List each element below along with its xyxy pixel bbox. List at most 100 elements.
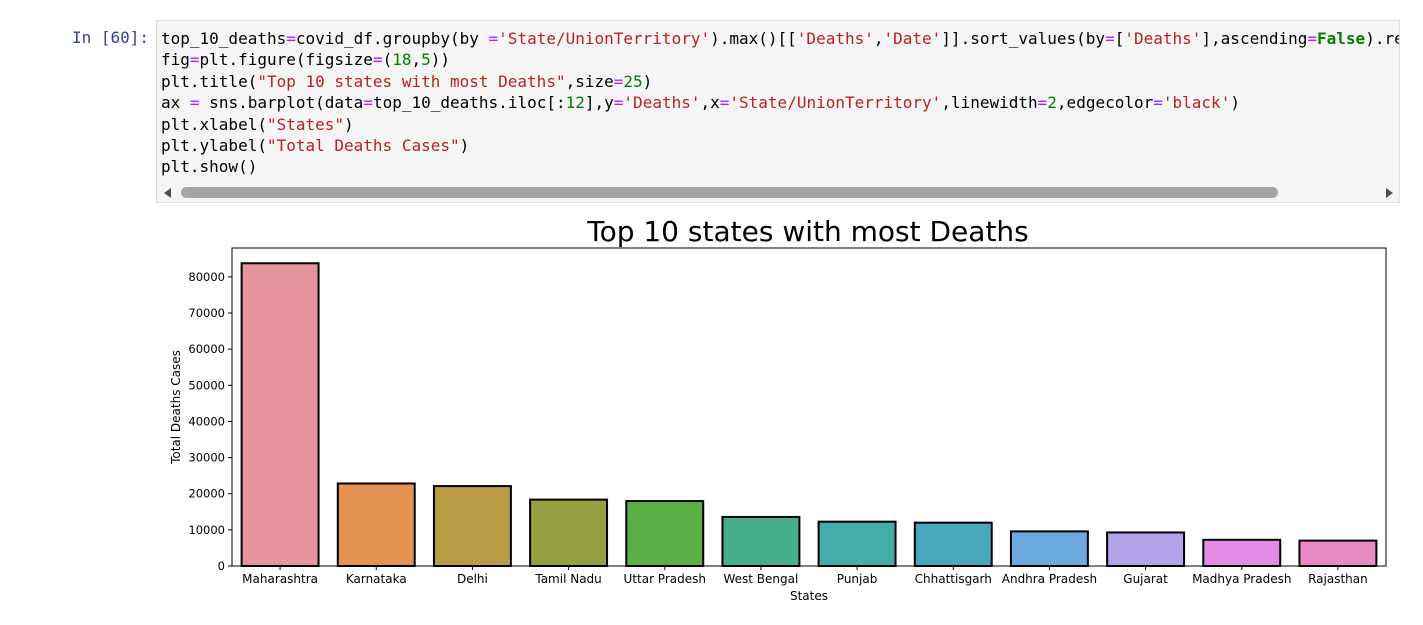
code-token: plt.show() [161,157,258,177]
code-token: = [189,93,200,113]
code-token: False [1317,29,1366,48]
code-token: fig [161,50,190,70]
scroll-left-icon[interactable] [164,188,171,198]
y-tick-label: 40000 [188,414,225,428]
code-token: plt.figure(figsize [199,50,373,70]
code-token: )) [430,50,451,70]
code-token: ],ascending [1201,29,1308,48]
x-tick-label: Gujarat [1123,572,1168,586]
code-token: top_10_deaths.iloc[: [372,93,566,113]
x-tick-label: Punjab [837,572,878,586]
x-tick-label: Maharashtra [242,572,318,586]
code-token: = [1037,93,1048,113]
code-token: "States" [266,114,345,134]
code-token: [ [1114,29,1125,48]
bar-chhattisgarh [913,521,993,568]
code-line: fig=plt.figure(figsize=(18,5)) [161,49,1399,70]
x-tick-label: Chhattisgarh [915,572,992,586]
code-token: 12 [565,93,585,113]
code-token: "Total Deaths Cases" [266,136,460,156]
code-token: 'black' [1162,93,1231,113]
code-token: = [1307,29,1318,48]
bar-delhi [432,485,512,567]
code-line: plt.ylabel("Total Deaths Cases") [161,135,1399,156]
code-token: plt.ylabel( [161,136,267,156]
code-token: = [719,93,730,113]
bar-chart: Top 10 states with most Deaths 0 10000 200… [169,215,1387,603]
code-token: = [613,93,624,113]
code-token: ) [459,136,470,156]
chart-title: Top 10 states with most Deaths [586,215,1029,248]
code-token: 'Deaths' [796,29,874,48]
code-token: plt.xlabel( [161,114,267,134]
code-token: "Top 10 states with most Deaths" [257,71,566,91]
code-line: plt.show() [161,156,1399,177]
code-token: 18 [392,50,412,70]
code-token: = [1105,29,1115,48]
code-token: top_10_deaths [161,29,287,48]
code-editor[interactable]: top_10_deaths=covid_df.groupby(by ='Stat… [161,28,1400,178]
code-token: 'State/UnionTerritory' [729,93,942,113]
code-token: ax [161,93,190,113]
x-tick-label: Andhra Pradesh [1002,572,1097,586]
code-token: = [613,71,624,91]
x-tick-label: Rajasthan [1308,572,1368,586]
code-token: covid_df.groupby(by [295,29,489,48]
bar-maharashtra [240,262,320,568]
code-token: = [1153,93,1163,113]
code-token: ) [1230,93,1240,113]
code-token: , [411,50,422,70]
code-line: top_10_deaths=covid_df.groupby(by ='Stat… [161,28,1400,49]
code-token: 'State/UnionTerritory' [498,29,711,48]
y-tick-label: 0 [218,559,225,573]
bar-punjab [817,520,897,568]
scrollbar-thumb[interactable] [181,187,1278,198]
bar-gujarat [1106,531,1186,568]
code-cell[interactable]: top_10_deaths=covid_df.groupby(by ='Stat… [156,20,1400,203]
bar-rajasthan [1298,539,1378,567]
code-token: 25 [623,71,643,91]
code-token: = [286,29,296,48]
y-tick-label: 70000 [188,306,225,320]
y-axis-label: Total Deaths Cases [169,350,183,465]
y-tick-label: 10000 [188,523,225,537]
x-tick-label: Delhi [457,572,488,586]
y-tick-label: 30000 [188,451,225,465]
code-line: plt.title("Top 10 states with most Death… [161,71,1399,92]
scroll-right-icon[interactable] [1386,188,1393,198]
bar-tamil-nadu [529,498,609,568]
code-line: ax = sns.barplot(data=top_10_deaths.iloc… [161,92,1399,113]
code-token: ) [642,71,653,91]
code-token: ,edgecolor [1056,93,1154,113]
code-token: ).re [1365,29,1400,48]
code-token: 'Date' [883,29,942,48]
code-token: 'Deaths' [623,93,701,113]
y-tick-label: 60000 [188,342,225,356]
bar-west-bengal [721,515,801,568]
code-token: ).max()[[ [710,29,797,48]
bar-uttar-pradesh [625,500,705,568]
x-axis-label: States [790,589,828,603]
code-token: ,size [565,71,614,91]
y-tick-label: 50000 [188,378,225,392]
y-tick-label: 20000 [188,487,225,501]
bar-madhya-pradesh [1202,538,1282,567]
code-token: = [363,93,373,113]
code-token: ]].sort_values(by [941,29,1106,48]
bar-andhra-pradesh [1009,530,1089,567]
bar-karnataka [336,482,416,567]
code-token: ( [382,50,393,70]
cell-prompt: In [60]: [72,28,150,47]
code-token: 2 [1047,93,1057,113]
code-token: = [372,50,383,70]
code-token: sns.barplot(data [199,93,364,113]
code-token: ) [344,114,354,134]
x-tick-label: Tamil Nadu [534,572,601,586]
y-tick-label: 80000 [188,270,225,284]
code-token: ,linewidth [941,93,1038,113]
x-tick-label: West Bengal [723,572,798,586]
x-tick-label: Karnataka [346,572,407,586]
code-token: = [189,50,200,70]
plot-frame [231,247,1387,567]
horizontal-scrollbar[interactable] [157,184,1399,202]
